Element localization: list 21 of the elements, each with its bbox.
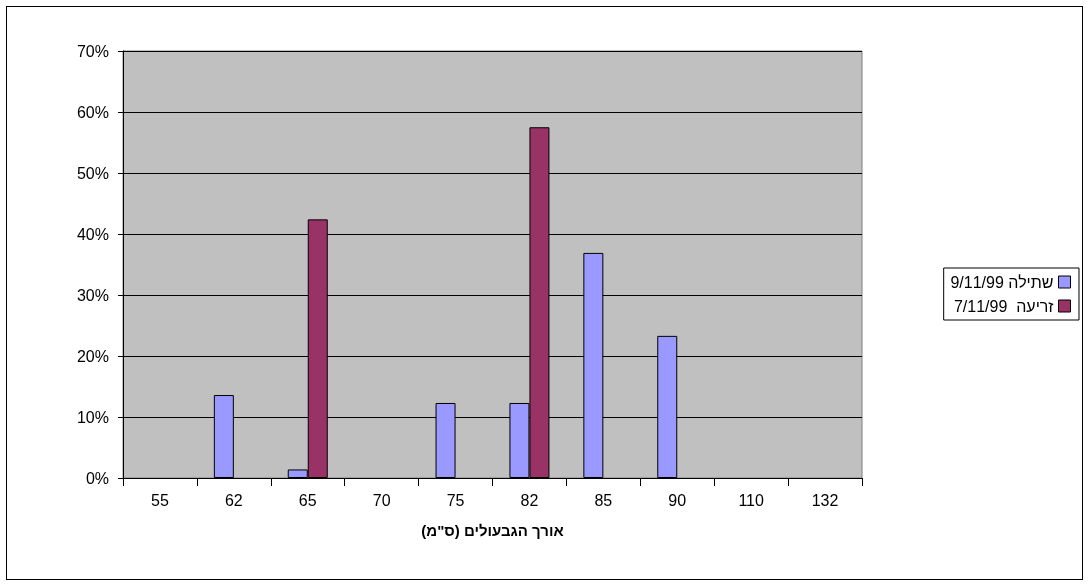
y-tick-label: 50% (76, 164, 109, 182)
y-tick-label: 60% (76, 103, 109, 121)
x-tick-label: 65 (298, 491, 317, 509)
legend-label: זריעה 7/11/99 (953, 297, 1054, 315)
y-tick-label: 40% (76, 225, 109, 243)
legend-label: שתילה 9/11/99 (950, 273, 1054, 291)
x-tick-label: 132 (811, 491, 839, 509)
x-tick-label: 110 (738, 491, 764, 509)
x-tick-label: 55 (151, 491, 169, 509)
x-axis-title: אורך הגבעולים (ס"מ) (421, 522, 564, 539)
y-tick-label: 20% (76, 347, 109, 365)
x-tick-label: 85 (594, 491, 613, 509)
y-tick-label: 10% (76, 408, 109, 426)
x-tick-label: 70 (372, 491, 391, 509)
y-tick-label: 30% (76, 286, 109, 304)
x-tick-label: 90 (668, 491, 687, 509)
x-tick-label: 75 (446, 491, 465, 509)
x-tick-label: 82 (520, 491, 539, 509)
y-tick-label: 70% (76, 42, 109, 60)
x-tick-label: 62 (224, 491, 243, 509)
y-tick-label: 0% (85, 469, 109, 487)
